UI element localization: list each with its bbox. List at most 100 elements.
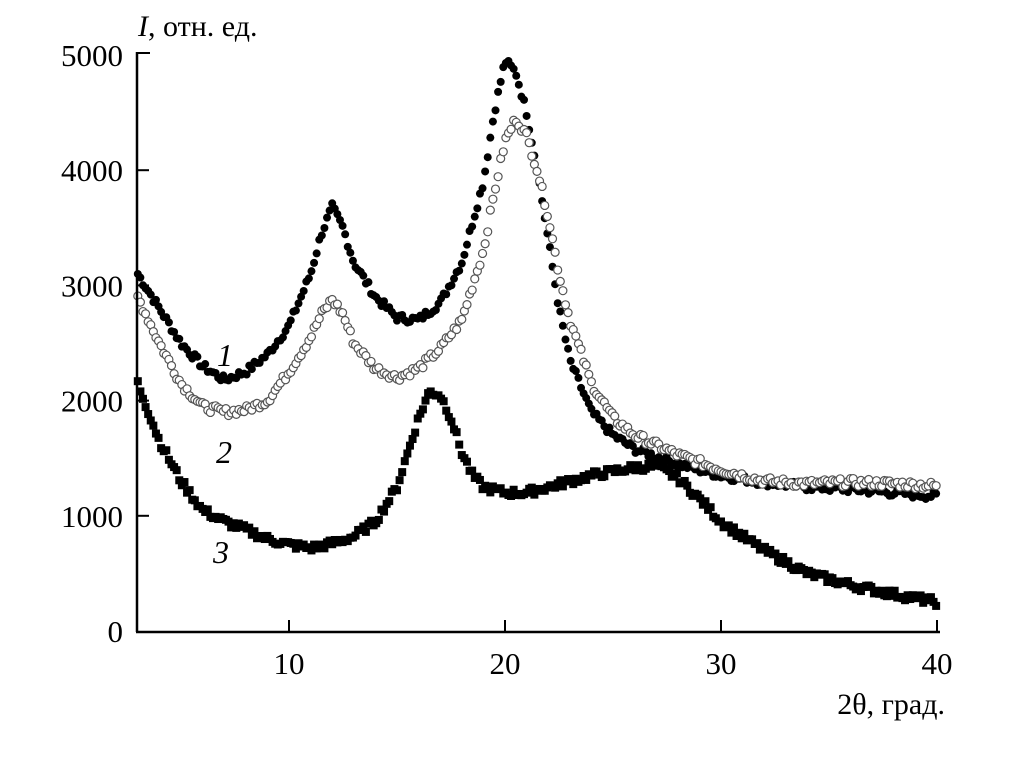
series-1-point <box>291 306 300 315</box>
series-2-point <box>571 331 581 341</box>
series-1-point <box>494 87 503 96</box>
series-3-point <box>799 565 808 574</box>
series-3-point <box>395 476 404 485</box>
series-1-point <box>566 356 575 365</box>
series-1-point <box>346 248 355 257</box>
series-3-point <box>175 476 184 485</box>
series-3-point <box>856 587 865 596</box>
series-3-point <box>250 527 259 536</box>
series-3-point <box>468 466 477 475</box>
series-3-point <box>385 497 394 506</box>
series-1-point <box>136 273 145 282</box>
series-1-point <box>460 250 469 259</box>
data-markers <box>133 56 941 610</box>
series-2-point <box>581 360 591 370</box>
series-1-point <box>323 213 332 222</box>
series-2-point <box>545 223 555 233</box>
series-3-point <box>776 558 785 567</box>
series-3-point <box>885 586 894 595</box>
series-1-point <box>509 64 518 73</box>
series-3-point <box>418 405 427 414</box>
series-2-point <box>835 474 845 484</box>
series-3-point <box>882 592 891 601</box>
series-3-point <box>146 416 155 425</box>
series-1-point <box>294 299 303 308</box>
series-2-point <box>470 274 480 284</box>
series-3-point <box>172 466 181 475</box>
series-2-point <box>490 184 501 194</box>
series-3-point <box>447 417 456 426</box>
series-1-point <box>520 95 529 104</box>
series-1-point <box>473 204 482 213</box>
series-1-point <box>558 321 567 330</box>
series-3-point <box>724 521 733 530</box>
series-3-point <box>551 483 560 492</box>
series-3-point <box>509 485 518 494</box>
series-3-point <box>413 414 422 423</box>
series-2-point <box>558 286 568 296</box>
series-2-point <box>560 300 571 310</box>
series-3-point <box>727 528 736 537</box>
series-2-point <box>418 363 428 373</box>
series-2-point <box>931 481 941 491</box>
series-3-point <box>569 480 578 489</box>
series-3-point <box>735 528 744 537</box>
series-2-point <box>550 247 560 257</box>
series-3-point <box>291 544 300 553</box>
series-3-point <box>393 486 401 495</box>
series-3-point <box>701 497 710 506</box>
series-1-point <box>299 286 308 295</box>
x-tick-label: 20 <box>490 646 521 681</box>
series-2-point <box>345 326 355 336</box>
series-3-point <box>600 472 609 481</box>
series-1-point <box>564 344 573 353</box>
series-3-point <box>737 534 746 543</box>
series-3-point <box>400 457 409 466</box>
series-3-point <box>380 507 389 516</box>
series-3-point <box>748 535 757 544</box>
series-3-point <box>877 586 886 595</box>
series-3-point <box>164 455 173 464</box>
series-1-point <box>447 281 456 290</box>
series-3-point <box>496 484 505 493</box>
series-3-point <box>771 549 780 558</box>
series-3-point <box>289 539 298 548</box>
series-2-point <box>457 314 467 324</box>
x-tick-label: 40 <box>922 646 953 681</box>
series-3-point <box>351 531 360 540</box>
series-3-point <box>455 440 464 449</box>
series-3-point <box>820 570 829 579</box>
x-tick-label: 30 <box>706 646 737 681</box>
series-1-point <box>628 442 637 451</box>
series-2-point <box>542 211 552 222</box>
series-3-point <box>224 517 233 526</box>
series-3-point <box>483 482 492 491</box>
series-2-point <box>314 314 324 324</box>
series-3-point <box>890 586 899 595</box>
series-1-point <box>605 423 614 432</box>
series-3-point <box>828 574 837 583</box>
series-3-point <box>932 601 941 610</box>
series-1-point <box>457 259 466 268</box>
series-1-point <box>247 365 256 374</box>
series-3-point <box>683 481 692 490</box>
series-2-point <box>366 356 376 367</box>
series-1-point <box>307 267 316 276</box>
series-1-point <box>164 318 173 327</box>
series-3-point <box>929 597 938 606</box>
series-3-point <box>411 428 420 437</box>
series-3-point <box>507 491 516 500</box>
series-3-point <box>190 496 199 505</box>
curve-label-2: 2 <box>216 434 232 470</box>
series-3-point <box>421 396 430 405</box>
series-1-point <box>478 184 487 193</box>
series-2-point <box>462 300 472 310</box>
series-3-point <box>452 428 461 437</box>
series-1-point <box>486 133 495 142</box>
series-2-point <box>610 411 620 421</box>
series-2-point <box>524 138 534 148</box>
series-1-point <box>348 256 357 265</box>
series-2-point <box>532 166 542 176</box>
series-1-point <box>571 367 580 376</box>
